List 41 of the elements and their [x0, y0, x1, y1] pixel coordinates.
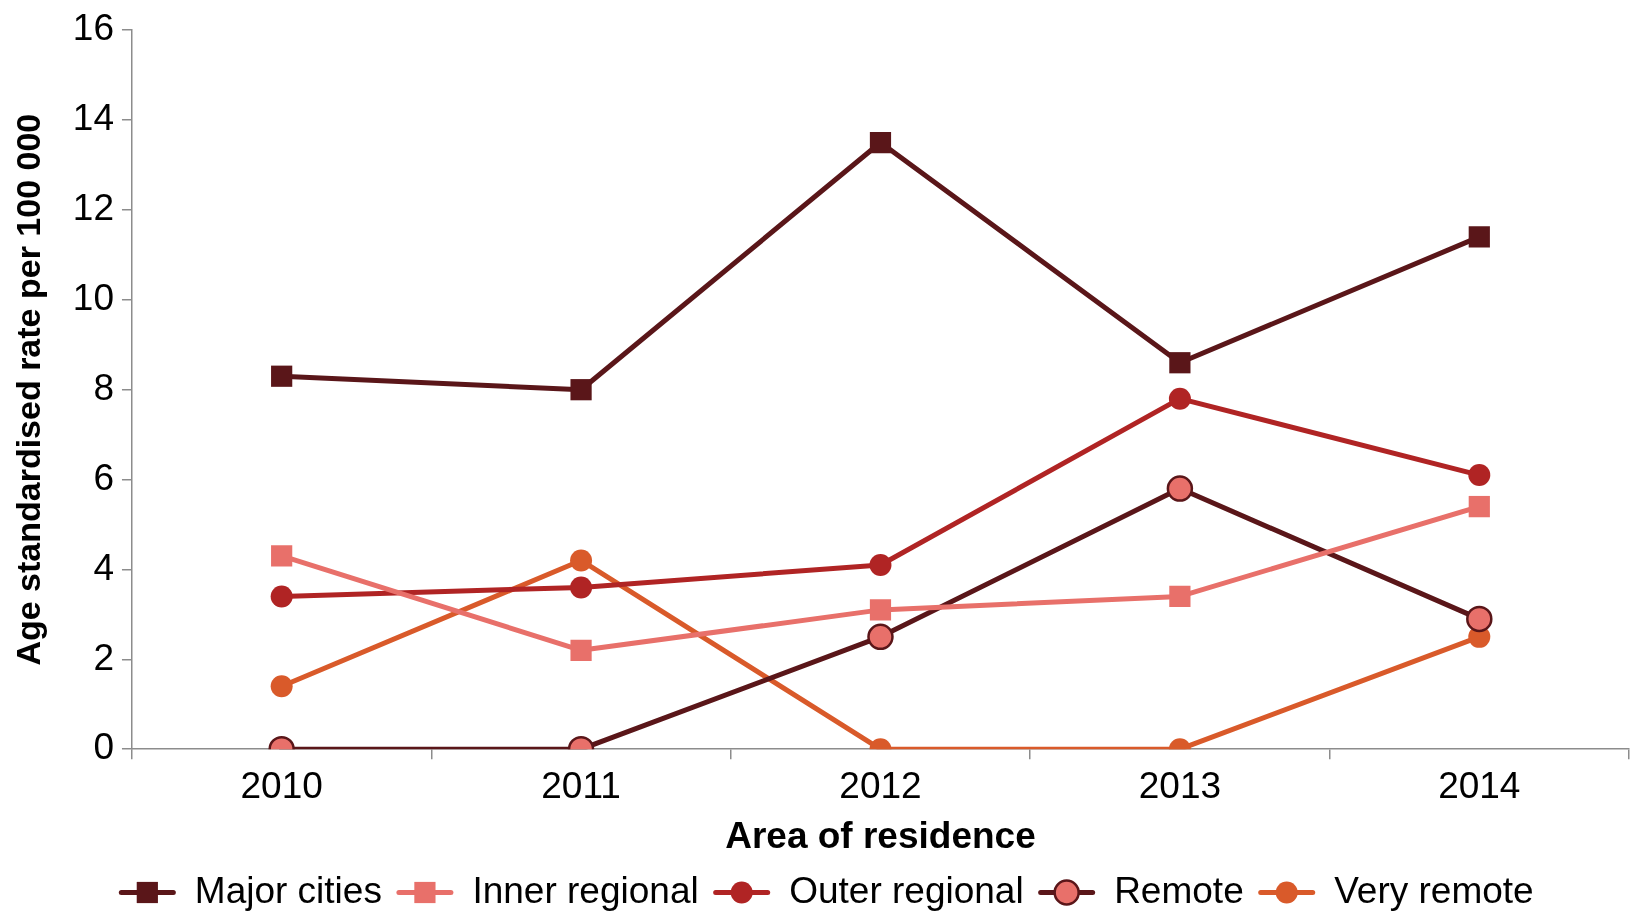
- point: [1466, 605, 1493, 633]
- point: [1169, 352, 1191, 374]
- point: [1468, 495, 1490, 518]
- point: [869, 599, 892, 621]
- y-tick-label: 16: [72, 7, 114, 49]
- point: [270, 585, 293, 608]
- legend-label: Outer regional: [789, 869, 1024, 911]
- point: [270, 675, 293, 698]
- point: [271, 545, 293, 567]
- point: [1166, 475, 1194, 502]
- y-tick-label: 6: [93, 456, 114, 498]
- y-axis-title: Age standardised rate per 100 000: [8, 113, 47, 666]
- point: [271, 365, 293, 387]
- y-tick-label: 12: [72, 187, 114, 229]
- point: [1169, 585, 1191, 608]
- legend-label: Very remote: [1334, 869, 1534, 911]
- x-tick-label: 2011: [541, 764, 621, 806]
- x-tick-label: 2010: [240, 764, 323, 806]
- point: [1168, 387, 1191, 410]
- x-tick-label: 2012: [839, 764, 922, 806]
- y-tick-label: 0: [93, 726, 114, 768]
- point: [1468, 464, 1491, 487]
- point: [570, 576, 593, 599]
- point: [1468, 226, 1490, 248]
- y-tick-label: 4: [93, 546, 114, 588]
- point: [570, 639, 592, 661]
- point: [867, 623, 894, 651]
- point: [570, 549, 593, 572]
- point: [869, 131, 892, 154]
- legend-label: Major cities: [194, 869, 382, 911]
- y-tick-label: 10: [72, 277, 114, 319]
- x-tick-label: 2013: [1138, 764, 1222, 806]
- x-tick-label: 2014: [1438, 764, 1521, 806]
- y-tick-label: 14: [72, 97, 114, 139]
- legend-label: Inner regional: [472, 869, 699, 911]
- legend-label: Remote: [1114, 869, 1244, 911]
- point: [570, 379, 592, 401]
- point: [869, 553, 892, 576]
- y-tick-label: 2: [93, 636, 114, 678]
- y-tick-label: 8: [93, 366, 114, 408]
- x-axis-title: Area of residence: [725, 815, 1036, 856]
